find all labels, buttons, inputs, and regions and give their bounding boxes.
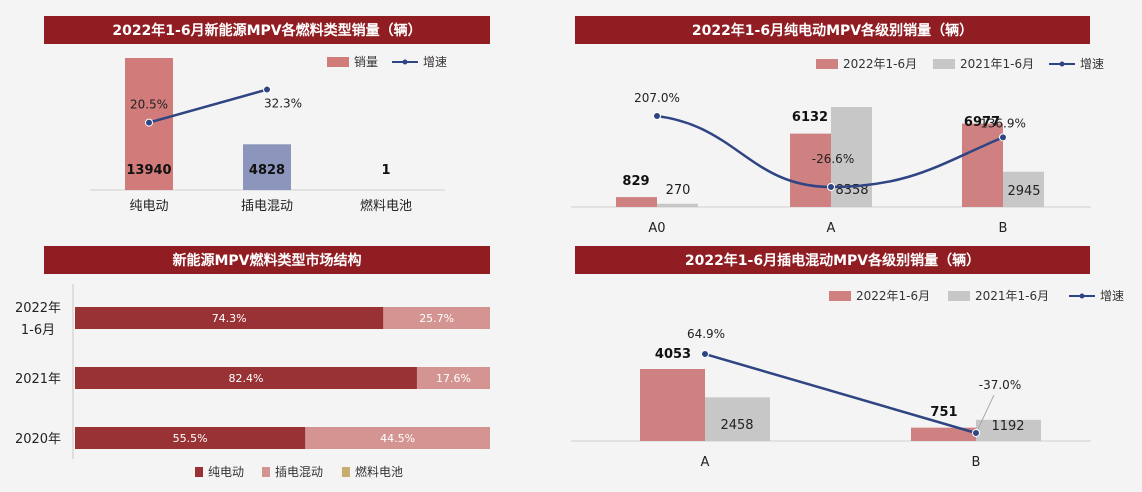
c1-legend-growth-marker (402, 59, 408, 65)
c2-bar-2022-A (790, 133, 831, 207)
c4-value-2021-B: 1192 (991, 419, 1024, 434)
c2-growth-point-B (999, 133, 1007, 142)
c3-bar-label-纯电动-2021年: 82.4% (229, 372, 264, 385)
c3-legend-ev-label: 纯电动 (208, 465, 244, 479)
c1-legend-growth-label: 增速 (423, 55, 447, 69)
c3-bar-label-插电混动-2020年: 44.5% (380, 432, 415, 445)
c4-growth-leader-B (977, 394, 995, 430)
c2-legend-2021-swatch (933, 59, 955, 69)
c2-growth-label-B: 136.9% (980, 116, 1026, 130)
c4-growth-label-A: 64.9% (687, 327, 725, 341)
c2-growth-point-A0 (653, 112, 661, 121)
chart4-title: 2022年1-6月插电混动MPV各级别销量（辆） (575, 246, 1090, 274)
c4-growth-point-A (701, 350, 709, 359)
c4-category-A: A (701, 455, 710, 470)
c4-legend-2022-label: 2022年1-6月 (856, 289, 930, 303)
c2-legend-growth-label: 增速 (1080, 57, 1104, 71)
c2-bar-2022-A0 (616, 197, 657, 207)
c3-bar-纯电动-2020年 (75, 427, 306, 449)
c2-growth-point-A (827, 183, 835, 191)
c3-bar-插电混动-2022年1-6月 (383, 307, 490, 329)
c4-growth-point-B (972, 429, 980, 437)
c4-bar-2022-A (640, 369, 705, 441)
c1-growth-line (148, 88, 268, 124)
c1-value-label-插电混动: 4828 (249, 163, 285, 178)
c3-category-2021年: 2021年 (15, 372, 61, 387)
chart2-title: 2022年1-6月纯电动MPV各级别销量（辆） (575, 16, 1090, 44)
market-structure-chart: 74.3% 25.7% 2022年 1-6月 82.4% 17.6% 2021年 55.5% 4… (15, 284, 490, 479)
c3-bar-label-插电混动-2021年: 17.6% (436, 372, 471, 385)
c1-growth-label-纯电动: 20.5% (130, 98, 168, 112)
c3-bar-纯电动-2022年1-6月 (75, 307, 384, 329)
c2-value-2022-A: 6132 (792, 110, 828, 125)
c3-bar-插电混动-2020年 (305, 427, 490, 449)
c3-legend-phev-label: 插电混动 (275, 465, 323, 479)
c3-legend-ev-swatch (195, 467, 203, 477)
c2-category-A: A (827, 221, 836, 236)
c4-bar-2021-B (976, 419, 1041, 441)
c2-legend-2022-label: 2022年1-6月 (843, 57, 917, 71)
c3-bar-label-纯电动-2020年: 55.5% (173, 432, 208, 445)
c2-category-B: B (999, 221, 1008, 236)
c1-category-插电混动: 插电混动 (241, 199, 293, 214)
c2-growth-label-A0: 207.0% (634, 91, 680, 105)
c4-category-B: B (972, 455, 981, 470)
c3-category-line1: 2022年 (15, 301, 61, 316)
fuel-type-sales-chart: 13940 纯电动 4828 插电混动 1 燃料电池 20.5% 32.3% 销量 增速 (90, 55, 447, 214)
c1-value-label-燃料电池: 1 (381, 163, 390, 178)
c2-value-2022-A0: 829 (622, 174, 649, 189)
c1-legend-sales-label: 销量 (354, 55, 378, 69)
c4-legend-2022-swatch (829, 291, 851, 301)
c4-legend-growth-marker (1079, 293, 1085, 299)
c3-legend-fc-swatch (342, 467, 350, 477)
c4-growth-line (704, 352, 977, 435)
c1-value-label-纯电动: 13940 (126, 163, 171, 178)
c2-value-2021-B: 2945 (1007, 184, 1040, 199)
ev-level-sales-chart: A0 A B8292706132835869772945207.0%-26.6%13… (571, 57, 1104, 236)
c1-category-燃料电池: 燃料电池 (360, 198, 412, 214)
c3-category-2020年: 2020年 (15, 432, 61, 447)
c1-growth-point-插电混动 (263, 85, 271, 94)
c3-legend-fc-label: 燃料电池 (355, 464, 403, 479)
c1-legend-sales-swatch (327, 57, 349, 67)
c1-growth-label-插电混动: 32.3% (264, 97, 302, 111)
c2-bar-2022-B (962, 123, 1003, 207)
c2-bar-2021-A (831, 107, 872, 207)
c4-legend-2021-swatch (948, 291, 970, 301)
c4-value-2022-B: 751 (930, 405, 957, 420)
phev-level-sales-chart: A B 4053 2458 751 1192 64.9% -37.0% 2022年1-6月 202… (571, 289, 1124, 470)
c4-growth-label-B: -37.0% (979, 378, 1021, 392)
c2-bar-2021-A0 (657, 203, 698, 207)
c2-category-A0: A0 (648, 221, 665, 236)
chart3-title: 新能源MPV燃料类型市场结构 (44, 246, 490, 274)
c3-legend-phev-swatch (262, 467, 270, 477)
c2-bar-2021-B (1003, 171, 1044, 207)
c3-bar-label-纯电动-2022年1-6月: 74.3% (212, 312, 247, 325)
c2-value-2022-B: 6977 (964, 115, 1000, 130)
c4-legend-2021-label: 2021年1-6月 (975, 289, 1049, 303)
c4-bar-2021-A (705, 397, 770, 441)
c2-growth-label-A: -26.6% (812, 152, 854, 166)
chart1-title: 2022年1-6月新能源MPV各燃料类型销量（辆） (44, 16, 490, 44)
c1-category-纯电动: 纯电动 (129, 199, 168, 214)
c3-bar-label-插电混动-2022年1-6月: 25.7% (419, 312, 454, 325)
c4-value-2021-A: 2458 (720, 418, 753, 433)
c2-legend-2022-swatch (816, 59, 838, 69)
c2-legend-growth-marker (1059, 61, 1065, 67)
c1-growth-point-纯电动 (145, 118, 153, 127)
c2-legend-2021-label: 2021年1-6月 (960, 57, 1034, 71)
c4-legend-growth-label: 增速 (1100, 289, 1124, 303)
c4-value-2022-A: 4053 (655, 347, 691, 362)
c3-category-line2: 1-6月 (21, 323, 55, 338)
c4-bar-2022-B (911, 427, 976, 441)
c2-value-2021-A0: 270 (666, 183, 691, 198)
c3-bar-插电混动-2021年 (416, 367, 490, 389)
c3-bar-纯电动-2021年 (75, 367, 417, 389)
c1-bar-插电混动 (243, 144, 291, 190)
